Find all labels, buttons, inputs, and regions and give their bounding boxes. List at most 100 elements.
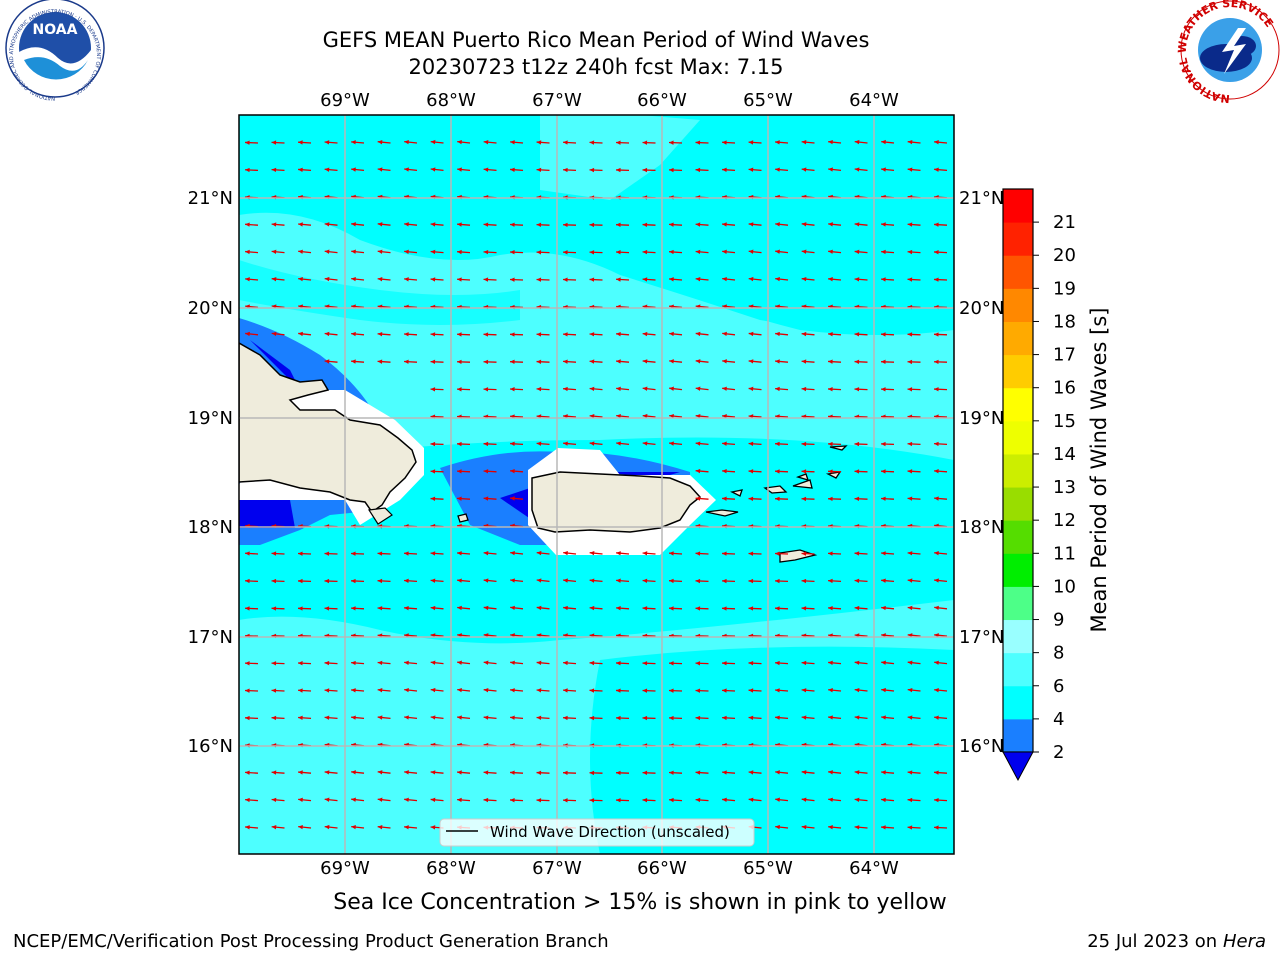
wind-wave-arrowhead	[536, 250, 542, 255]
wind-wave-arrowhead	[881, 660, 886, 665]
wind-wave-arrowhead	[828, 469, 833, 474]
wind-wave-arrowhead	[801, 469, 807, 474]
wind-wave-arrowhead	[642, 661, 648, 666]
wind-wave-arrowhead	[324, 824, 330, 830]
wind-wave-arrowhead	[457, 797, 462, 803]
wind-wave-arrowhead	[245, 167, 250, 173]
wind-wave-arrowhead	[669, 413, 674, 419]
wind-wave-arrowhead	[324, 249, 330, 254]
wind-wave-arrowhead	[536, 332, 542, 337]
wind-wave-arrowhead	[934, 441, 939, 447]
wind-wave-arrowhead	[669, 606, 674, 611]
colorbar-tick-label: 9	[1053, 610, 1064, 631]
wind-wave-arrowhead	[642, 167, 648, 173]
colorbar-segment	[1003, 718, 1033, 753]
wind-wave-arrowhead	[907, 551, 913, 556]
wind-wave-arrowhead	[907, 578, 913, 583]
wind-wave-arrowhead	[748, 276, 754, 282]
wind-wave-arrowhead	[430, 441, 436, 447]
wind-wave-arrowhead	[324, 222, 330, 227]
wind-wave-arrowhead	[722, 551, 727, 556]
wind-wave-arrowhead	[271, 606, 277, 611]
wind-wave-arrowhead	[245, 578, 250, 584]
wind-wave-arrowhead	[510, 441, 515, 447]
wind-wave-arrowhead	[377, 222, 383, 227]
wind-wave-arrowhead	[298, 661, 303, 666]
wind-wave-arrowhead	[536, 688, 542, 693]
wind-wave-arrowhead	[722, 249, 727, 254]
wind-wave-arrowhead	[801, 688, 807, 693]
wind-wave-arrowhead	[881, 578, 886, 583]
wind-wave-arrowhead	[642, 688, 648, 693]
wind-wave-arrowhead	[510, 277, 515, 282]
wind-wave-arrowhead	[510, 770, 515, 775]
wind-wave-arrowhead	[695, 688, 701, 693]
wind-wave-arrowhead	[828, 715, 833, 720]
wind-wave-arrowhead	[483, 797, 489, 803]
colorbar-tick-label: 12	[1053, 510, 1076, 531]
wind-wave-arrowhead	[881, 605, 886, 611]
wind-wave-arrowhead	[828, 797, 833, 802]
colorbar-tick-label: 19	[1053, 278, 1076, 299]
wind-wave-arrowhead	[457, 715, 462, 720]
wind-wave-arrowhead	[298, 167, 303, 172]
wind-wave-arrowhead	[907, 359, 913, 365]
wind-wave-arrowhead	[324, 715, 330, 720]
wind-wave-arrowhead	[801, 222, 807, 227]
wind-wave-arrowhead	[377, 715, 383, 720]
wind-wave-arrowhead	[510, 798, 515, 803]
colorbar-tick-label: 16	[1053, 378, 1076, 399]
wind-wave-arrowhead	[404, 359, 409, 364]
wind-wave-arrowhead	[271, 715, 277, 721]
wind-wave-arrowhead	[854, 551, 860, 556]
wind-wave-arrowhead	[854, 496, 860, 502]
wind-wave-arrowhead	[536, 660, 542, 666]
wind-wave-arrowhead	[695, 331, 701, 337]
wind-wave-arrowhead	[536, 798, 542, 803]
wind-wave-arrowhead	[669, 578, 674, 584]
wind-wave-arrowhead	[907, 715, 913, 720]
wind-wave-arrowhead	[457, 770, 462, 775]
wind-wave-arrowhead	[801, 551, 807, 556]
wind-wave-arrowhead	[589, 770, 595, 776]
wind-wave-arrowhead	[351, 688, 356, 693]
nws-logo: NATIONAL WEATHER SERVICE	[1176, 0, 1280, 105]
wind-wave-arrowhead	[377, 167, 383, 172]
wind-wave-arrowhead	[483, 660, 489, 665]
colorbar-tick-label: 17	[1053, 345, 1076, 366]
wind-wave-arrowhead	[748, 551, 754, 556]
wind-wave-arrowhead	[404, 139, 409, 145]
wind-wave-arrowhead	[351, 222, 356, 227]
wind-wave-arrowhead	[669, 715, 674, 721]
wind-wave-arrowhead	[828, 359, 833, 364]
wind-wave-arrowhead	[854, 825, 860, 830]
colorbar-tick-label: 8	[1053, 643, 1064, 664]
wind-wave-arrowhead	[748, 331, 754, 337]
wind-wave-arrowhead	[801, 441, 807, 447]
wind-wave-arrowhead	[881, 222, 886, 227]
wind-wave-arrowhead	[404, 249, 409, 254]
lon-label: 68°W	[426, 858, 476, 879]
wind-wave-arrowhead	[828, 139, 833, 145]
wind-wave-arrowhead	[748, 660, 754, 666]
wind-wave-arrowhead	[457, 359, 462, 365]
lon-label: 67°W	[532, 858, 582, 879]
wind-wave-arrowhead	[669, 167, 674, 173]
wind-wave-arrowhead	[669, 661, 674, 666]
wind-wave-arrowhead	[536, 140, 542, 145]
wind-wave-arrowhead	[351, 167, 356, 172]
wind-wave-arrowhead	[854, 469, 860, 474]
lat-label: 20°N	[959, 298, 1004, 319]
wind-wave-arrowhead	[351, 797, 356, 802]
lat-label: 16°N	[188, 736, 233, 757]
wind-wave-arrowhead	[934, 222, 939, 227]
wind-wave-arrowhead	[722, 770, 727, 775]
wind-wave-arrowhead	[245, 661, 250, 666]
lon-label: 68°W	[426, 90, 476, 111]
colorbar-tick-label: 20	[1053, 245, 1076, 266]
wind-wave-arrowhead	[775, 797, 780, 802]
wind-wave-arrowhead	[483, 551, 489, 556]
wind-wave-arrowhead	[536, 550, 542, 556]
wind-wave-arrowhead	[828, 386, 833, 392]
wind-wave-arrowhead	[351, 331, 356, 337]
